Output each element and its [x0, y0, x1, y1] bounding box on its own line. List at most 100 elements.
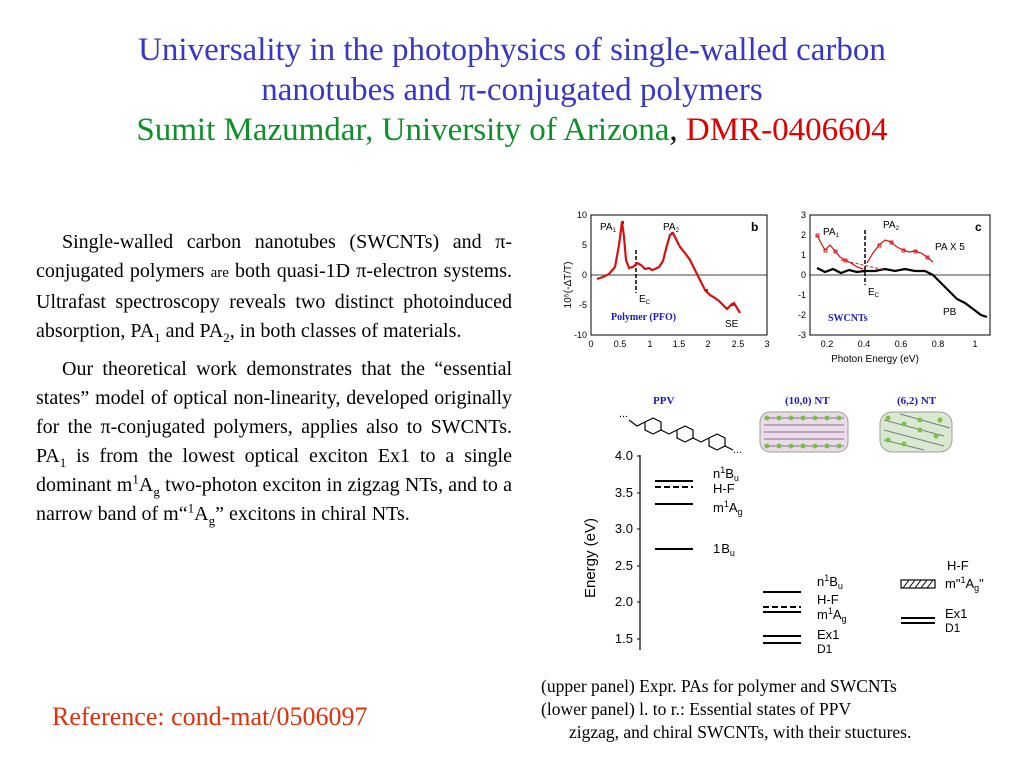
p2-sub-1: 1: [59, 455, 67, 470]
caption-line-2: (lower panel) l. to r.: Essential states…: [541, 699, 852, 719]
energy-ytick: 3.0: [615, 521, 633, 536]
panel-b-xtick: 3: [764, 339, 769, 349]
panel-b-xtick: 2: [705, 339, 710, 349]
zigzag-label: (10,0) NT: [785, 395, 830, 407]
panel-c-ytick: 3: [801, 210, 806, 220]
chiral-d1-label: D1: [945, 621, 961, 635]
energy-ytick: 4.0: [615, 448, 633, 463]
zigzag-nanotube: [759, 411, 849, 453]
panel-c-pb: PB: [943, 307, 957, 318]
panel-c-ytick: 0: [801, 270, 806, 280]
p2-text-1: Our theoretical work demonstrates that t…: [36, 358, 512, 467]
panel-c-xtick: 1: [972, 339, 977, 349]
paragraph-2: Our theoretical work demonstrates that t…: [36, 355, 512, 529]
chiral-hf-label: H-F: [947, 558, 969, 573]
zigzag-level-labels: n1Bu H-F m1Ag Ex1 D1: [817, 573, 847, 656]
chiral-label: (6,2) NT: [897, 395, 937, 407]
energy-ytick: 2.5: [615, 558, 633, 573]
panel-c-xtick: 0.6: [895, 339, 908, 349]
zigzag-m1ag-label: m1Ag: [817, 606, 847, 624]
swcnt-pa-points: [815, 233, 930, 263]
upper-ylabel: 10⁵(-ΔT/T): [563, 262, 574, 309]
panel-c-xticks: 0.2 0.4 0.6 0.8 1: [821, 339, 978, 349]
panel-b-ytick: 0: [582, 270, 587, 280]
ppv-level-labels: n1Bu H-F m1Ag 1Bu: [713, 465, 743, 558]
panel-b-ytick: 5: [582, 240, 587, 250]
p2-text-5: A: [194, 503, 209, 525]
chiral-nanotube: [879, 411, 953, 453]
energy-ytick: 1.5: [615, 631, 633, 646]
author-comma: ,: [365, 112, 382, 148]
caption-line-1: (upper panel) Expr. PAs for polymer and …: [541, 676, 897, 696]
ppv-structure: ... ...: [619, 408, 742, 456]
lower-figure: PPV (10,0) NT (6,2) NT ... ...: [582, 395, 984, 656]
panel-c-tag: SWCNTs: [828, 313, 868, 324]
ppv-n1bu-label: n1Bu: [713, 465, 739, 483]
pfo-points: [621, 221, 734, 306]
panel-c-ec: EC: [868, 287, 880, 299]
zigzag-ex1-label: Ex1: [817, 627, 839, 642]
panel-b-xtick: 0.5: [614, 339, 627, 349]
pfo-spectrum: [596, 221, 741, 314]
panel-c-xlabel: Photon Energy (eV): [831, 354, 919, 365]
ppv-m1ag-label: m1Ag: [713, 499, 743, 517]
energy-yticks: 4.0 3.5 3.0 2.5 2.0 1.5: [615, 448, 633, 646]
ppv-ellipsis-left: ...: [619, 408, 628, 420]
panel-c-yticks: 3 2 1 0 -1 -2 -3: [798, 210, 806, 340]
panel-c-pax5: PA X 5: [935, 242, 965, 253]
p2-text-4: two-photon exciton in zigzag NTs, and to…: [36, 474, 512, 525]
chiral-ex1-label: Ex1: [945, 606, 967, 621]
panel-c-xtick: 0.8: [932, 339, 945, 349]
p1-text-3: and PA: [160, 320, 224, 342]
ppv-ellipsis-right: ...: [733, 444, 742, 456]
panel-b-pa2: PA2: [663, 222, 680, 234]
panel-b-ytick: 10: [577, 210, 587, 220]
zigzag-n1bu-label: n1Bu: [817, 573, 843, 591]
panel-c-ytick: -1: [798, 290, 806, 300]
panel-c-pa1: PA1: [823, 227, 840, 239]
p1-sub-1: 1: [154, 330, 161, 345]
p1-sub-2: 2: [223, 330, 230, 345]
energy-ytick: 2.0: [615, 594, 633, 609]
panel-b-se: SE: [725, 319, 739, 330]
panel-c-ytick: -2: [798, 310, 806, 320]
zigzag-levels: [763, 591, 801, 644]
panel-b-pa1: PA1: [600, 222, 617, 234]
panel-b-tag: Polymer (PFO): [611, 312, 676, 323]
paragraph-1: Single-walled carbon nanotubes (SWCNTs) …: [36, 228, 512, 346]
p2-text-3: A: [138, 474, 154, 496]
panel-c-ytick: 1: [801, 250, 806, 260]
chiral-levels: [900, 579, 936, 624]
panel-c-letter: c: [975, 220, 982, 234]
p2-text-2: is from the lowest optical exciton Ex1 t…: [36, 445, 512, 496]
panel-c-ytick: 2: [801, 230, 806, 240]
p1-text-4: , in both classes of materials.: [229, 320, 462, 342]
panel-b-letter: b: [751, 220, 758, 234]
figure-caption: (upper panel) Expr. PAs for polymer and …: [541, 675, 1021, 744]
panel-b-ec: EC: [639, 294, 651, 306]
panel-b-xticks: 0 0.5 1 1.5 2 2.5 3: [588, 339, 769, 349]
affiliation-comma: ,: [669, 112, 686, 148]
chiral-band-hatch: [902, 579, 934, 589]
panel-b-xtick: 0: [588, 339, 593, 349]
upper-figure: 10⁵(-ΔT/T) 10 5 0 -5 -10 0 0.5 1 1.5 2 2…: [563, 210, 991, 365]
panel-c-xtick: 0.4: [858, 339, 871, 349]
panel-b-yticks: 10 5 0 -5 -10: [574, 210, 587, 340]
chiral-m1ag-label: m"1Ag": [945, 575, 984, 593]
panel-b-xtick: 1: [647, 339, 652, 349]
p1-text-1: Single-walled carbon nanotubes (SWCNTs) …: [36, 231, 512, 282]
author-name: Sumit Mazumdar: [136, 112, 366, 148]
ppv-hf-label: H-F: [713, 481, 735, 496]
chiral-level-labels: H-F m"1Ag" Ex1 D1: [945, 558, 984, 635]
zigzag-d1-label: D1: [817, 642, 833, 656]
title-line-1: Universality in the photophysics of sing…: [138, 32, 886, 68]
ppv-label: PPV: [653, 395, 674, 407]
energy-ylabel: Energy (eV): [582, 518, 599, 598]
ppv-1bu-label: 1Bu: [713, 541, 735, 558]
swcnt-pb-curve: [816, 267, 988, 319]
energy-tick-marks: [637, 455, 640, 640]
panel-b-xtick: 1.5: [673, 339, 686, 349]
p1-text-are: are: [210, 265, 229, 281]
panel-c-ytick: -3: [798, 330, 806, 340]
p2-text-6: ” excitons in chiral NTs.: [215, 503, 410, 525]
